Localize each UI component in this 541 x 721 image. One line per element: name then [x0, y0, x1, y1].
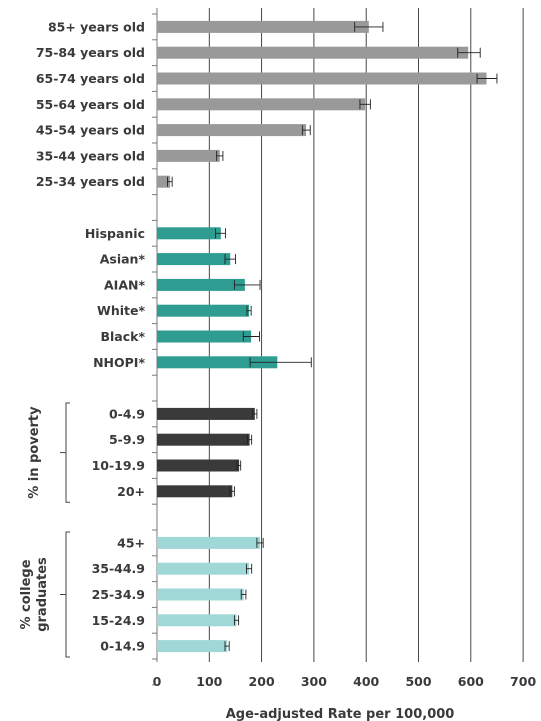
x-tick-label: 200 [249, 674, 275, 689]
category-label: Asian* [100, 252, 146, 267]
bar [157, 46, 469, 59]
category-label: 65-74 years old [36, 71, 145, 86]
category-label: AIAN* [104, 277, 145, 292]
category-label: 25-34.9 [92, 587, 145, 602]
x-tick-label: 600 [458, 674, 484, 689]
bar [157, 175, 171, 188]
x-tick-label: 700 [510, 674, 536, 689]
bar [157, 640, 228, 653]
x-tick-label: 400 [353, 674, 379, 689]
gridlines [152, 8, 524, 686]
x-axis-title: Age-adjusted Rate per 100,000 [226, 707, 455, 721]
category-label: 75-84 years old [36, 45, 145, 60]
bar [157, 588, 244, 601]
bar [157, 485, 233, 498]
bar [157, 227, 221, 240]
group-title: % collegegraduates [19, 557, 50, 632]
bar [157, 562, 250, 575]
category-label: 15-24.9 [92, 613, 145, 628]
bars [157, 20, 487, 653]
category-label: Black* [100, 329, 145, 344]
bar [157, 253, 231, 266]
bar [157, 356, 278, 369]
bar [157, 407, 255, 420]
category-labels: 85+ years old 75-84 years old 65-74 years … [36, 19, 146, 653]
bar [157, 98, 366, 111]
group-bracket [65, 531, 70, 658]
group-bracket [65, 402, 70, 503]
category-label: 0-4.9 [109, 406, 145, 421]
category-label: NHOPI* [93, 355, 145, 370]
category-label: 85+ years old [48, 19, 145, 34]
bar [157, 20, 369, 33]
bar [157, 124, 307, 137]
x-tick-label: 100 [196, 674, 222, 689]
x-tick-label: 0 [153, 674, 162, 689]
bar [157, 304, 250, 317]
category-label: 55-64 years old [36, 97, 145, 112]
x-tick-labels: 0 100 200 300 400 500 600 700 [153, 674, 537, 689]
bar [157, 330, 252, 343]
bar [157, 459, 240, 472]
category-label: 25-34 years old [36, 174, 145, 189]
category-label: Hispanic [85, 226, 145, 241]
group-title: % in poverty [27, 406, 42, 499]
category-label: 45+ [117, 535, 145, 550]
x-tick-label: 500 [405, 674, 431, 689]
category-label: 35-44.9 [92, 561, 145, 576]
bar [157, 614, 237, 627]
category-label: 20+ [117, 484, 145, 499]
bar [157, 72, 487, 85]
category-label: 5-9.9 [109, 432, 145, 447]
bar [157, 278, 245, 291]
category-label: 10-19.9 [92, 458, 145, 473]
category-label: 45-54 years old [36, 123, 145, 138]
category-label: 0-14.9 [100, 639, 145, 654]
bar [157, 433, 250, 446]
error-bars [167, 21, 498, 652]
group-brackets: % in poverty % collegegraduates [19, 402, 70, 658]
category-label: 35-44 years old [36, 148, 145, 163]
bar [157, 149, 220, 162]
x-tick-label: 300 [301, 674, 327, 689]
bar [157, 536, 261, 549]
category-label: White* [97, 303, 145, 318]
